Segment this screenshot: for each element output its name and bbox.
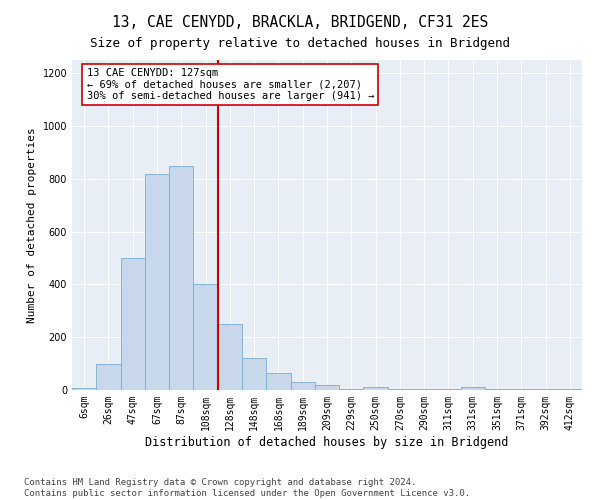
Bar	[72, 388, 96, 390]
Bar	[169, 166, 193, 390]
Bar	[145, 174, 169, 390]
Bar	[193, 284, 218, 390]
Y-axis label: Number of detached properties: Number of detached properties	[27, 127, 37, 323]
Bar	[315, 384, 339, 390]
Text: Size of property relative to detached houses in Bridgend: Size of property relative to detached ho…	[90, 38, 510, 51]
X-axis label: Distribution of detached houses by size in Bridgend: Distribution of detached houses by size …	[145, 436, 509, 448]
Bar	[218, 324, 242, 390]
Bar	[461, 388, 485, 390]
Bar	[242, 358, 266, 390]
Bar	[266, 373, 290, 390]
Bar	[290, 382, 315, 390]
Bar	[558, 388, 582, 390]
Text: Contains HM Land Registry data © Crown copyright and database right 2024.
Contai: Contains HM Land Registry data © Crown c…	[24, 478, 470, 498]
Bar	[96, 364, 121, 390]
Text: 13, CAE CENYDD, BRACKLA, BRIDGEND, CF31 2ES: 13, CAE CENYDD, BRACKLA, BRIDGEND, CF31 …	[112, 15, 488, 30]
Text: 13 CAE CENYDD: 127sqm
← 69% of detached houses are smaller (2,207)
30% of semi-d: 13 CAE CENYDD: 127sqm ← 69% of detached …	[86, 68, 374, 101]
Bar	[121, 258, 145, 390]
Bar	[364, 388, 388, 390]
